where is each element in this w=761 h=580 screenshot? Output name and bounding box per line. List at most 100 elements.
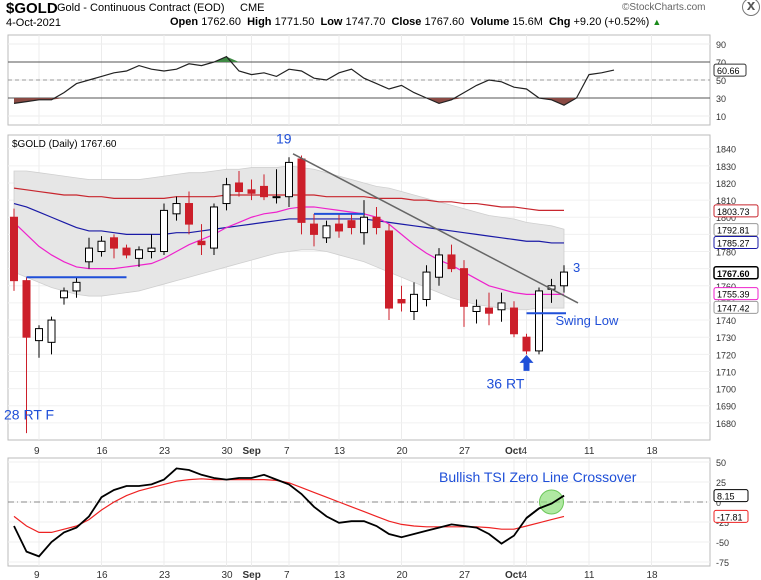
tsi-annotation: Bullish TSI Zero Line Crossover xyxy=(439,469,637,485)
up-arrow-icon xyxy=(519,354,534,371)
candle-body xyxy=(260,185,268,198)
high-value: 1771.50 xyxy=(274,16,315,28)
candle-body xyxy=(460,268,468,307)
tsi-x-label: 7 xyxy=(284,570,290,580)
price-value-tag-box xyxy=(713,204,759,218)
price-x-label: 11 xyxy=(584,446,595,457)
candle-body xyxy=(422,271,431,300)
price-x-label: 20 xyxy=(397,446,409,457)
price-x-label: Oct xyxy=(505,446,522,457)
high-label: High xyxy=(247,16,272,28)
candle-body xyxy=(310,223,318,235)
price-x-label: 27 xyxy=(459,446,471,457)
candle-body xyxy=(335,223,343,232)
candle-body xyxy=(72,281,81,292)
candle-body xyxy=(435,254,443,278)
tsi-x-label: 4 xyxy=(522,570,528,580)
candle-body xyxy=(372,216,381,229)
price-tick-label: 1760 xyxy=(716,282,736,292)
candle-body xyxy=(497,302,506,311)
tsi-x-label: 23 xyxy=(159,570,171,580)
price-value-tag: 1747.42 xyxy=(717,303,750,313)
tsi-x-label: 13 xyxy=(334,570,346,580)
tsi-x-label: 27 xyxy=(459,570,471,580)
candle-body xyxy=(147,247,156,253)
annotation-19: 19 xyxy=(276,131,292,147)
candle-body xyxy=(10,216,18,282)
price-value-tag: 1755.39 xyxy=(717,290,750,300)
exchange-label: CME xyxy=(240,2,265,14)
price-x-label: 30 xyxy=(222,446,234,457)
tsi-line-overlay xyxy=(525,494,565,519)
price-value-tag-box xyxy=(713,287,759,301)
candle-body xyxy=(397,298,406,304)
price-tick-label: 1690 xyxy=(716,402,736,412)
price-value-tag: 1792.81 xyxy=(717,226,750,236)
price-x-label: 9 xyxy=(34,446,40,457)
date-label: 4-Oct-2021 xyxy=(6,17,62,29)
candle-body xyxy=(560,271,568,287)
rsi-line xyxy=(13,55,615,106)
candle-body xyxy=(472,305,481,312)
rsi-oversold-fill xyxy=(14,98,614,106)
close-icon[interactable]: x xyxy=(742,0,760,16)
price-tick-label: 1700 xyxy=(716,385,736,395)
candle-body xyxy=(135,249,143,259)
change-label: Chg xyxy=(549,16,571,28)
price-tick-label: 1720 xyxy=(716,350,736,360)
candle-body xyxy=(297,158,306,223)
candle-body xyxy=(285,161,293,198)
quote-line: Open 1762.60 High 1771.50 Low 1747.70 Cl… xyxy=(170,16,661,28)
price-x-label: 13 xyxy=(334,446,346,457)
candle-body xyxy=(360,216,368,234)
rsi-tick-label: 50 xyxy=(716,76,726,86)
tsi-tick-label: -75 xyxy=(716,558,729,568)
rsi-tick-label: 70 xyxy=(716,58,726,68)
tsi-x-label: Oct xyxy=(505,570,522,580)
open-label: Open xyxy=(170,16,199,28)
price-x-label: Sep xyxy=(243,446,261,457)
tsi-x-label: Sep xyxy=(243,570,261,580)
tsi-tick-label: 0 xyxy=(716,498,721,508)
price-x-label: 16 xyxy=(97,446,109,457)
tsi-value-tag: 8.15 xyxy=(717,492,735,502)
price-tick-label: 1780 xyxy=(716,248,736,258)
candle-body xyxy=(210,206,218,249)
price-x-label: 23 xyxy=(159,446,171,457)
low-label: Low xyxy=(320,16,343,28)
tsi-line xyxy=(13,467,565,558)
crossover-highlight xyxy=(539,489,564,515)
price-tick-label: 1840 xyxy=(716,145,736,155)
ema-pink-line xyxy=(13,206,564,295)
price-value-tag: 1803.73 xyxy=(717,207,750,217)
price-value-tag-box xyxy=(713,223,759,237)
close-label: Close xyxy=(391,16,422,28)
price-tick-label: 1830 xyxy=(716,162,736,172)
price-tick-label: 1740 xyxy=(716,316,736,326)
rsi-tick-label: 90 xyxy=(716,40,726,50)
candle-body xyxy=(322,225,331,239)
tsi-value-tag-box xyxy=(713,509,749,523)
annotation-3: 3 xyxy=(573,260,580,275)
candle-body xyxy=(485,307,493,314)
watermark: ©StockCharts.com xyxy=(622,2,706,13)
volume-value: 15.6M xyxy=(512,16,543,28)
price-value-tag-box xyxy=(713,266,759,280)
open-value: 1762.60 xyxy=(201,16,241,28)
candle-body xyxy=(122,247,131,256)
tsi-x-label: 30 xyxy=(222,570,234,580)
candle-body xyxy=(247,189,256,194)
candle-body xyxy=(347,220,356,229)
tsi-x-label: 20 xyxy=(397,570,409,580)
price-x-label: 18 xyxy=(647,446,659,457)
candle-body xyxy=(47,319,56,343)
tsi-tick-label: -50 xyxy=(716,538,729,548)
candle-body xyxy=(447,254,456,270)
price-tick-label: 1810 xyxy=(716,196,736,206)
annotation-28-rt-f: 28 RT F xyxy=(4,406,54,422)
low-value: 1747.70 xyxy=(345,16,386,28)
candle-body xyxy=(510,307,518,335)
candle-body xyxy=(160,209,168,253)
tsi-x-label: 16 xyxy=(97,570,109,580)
candle-body xyxy=(185,203,193,225)
